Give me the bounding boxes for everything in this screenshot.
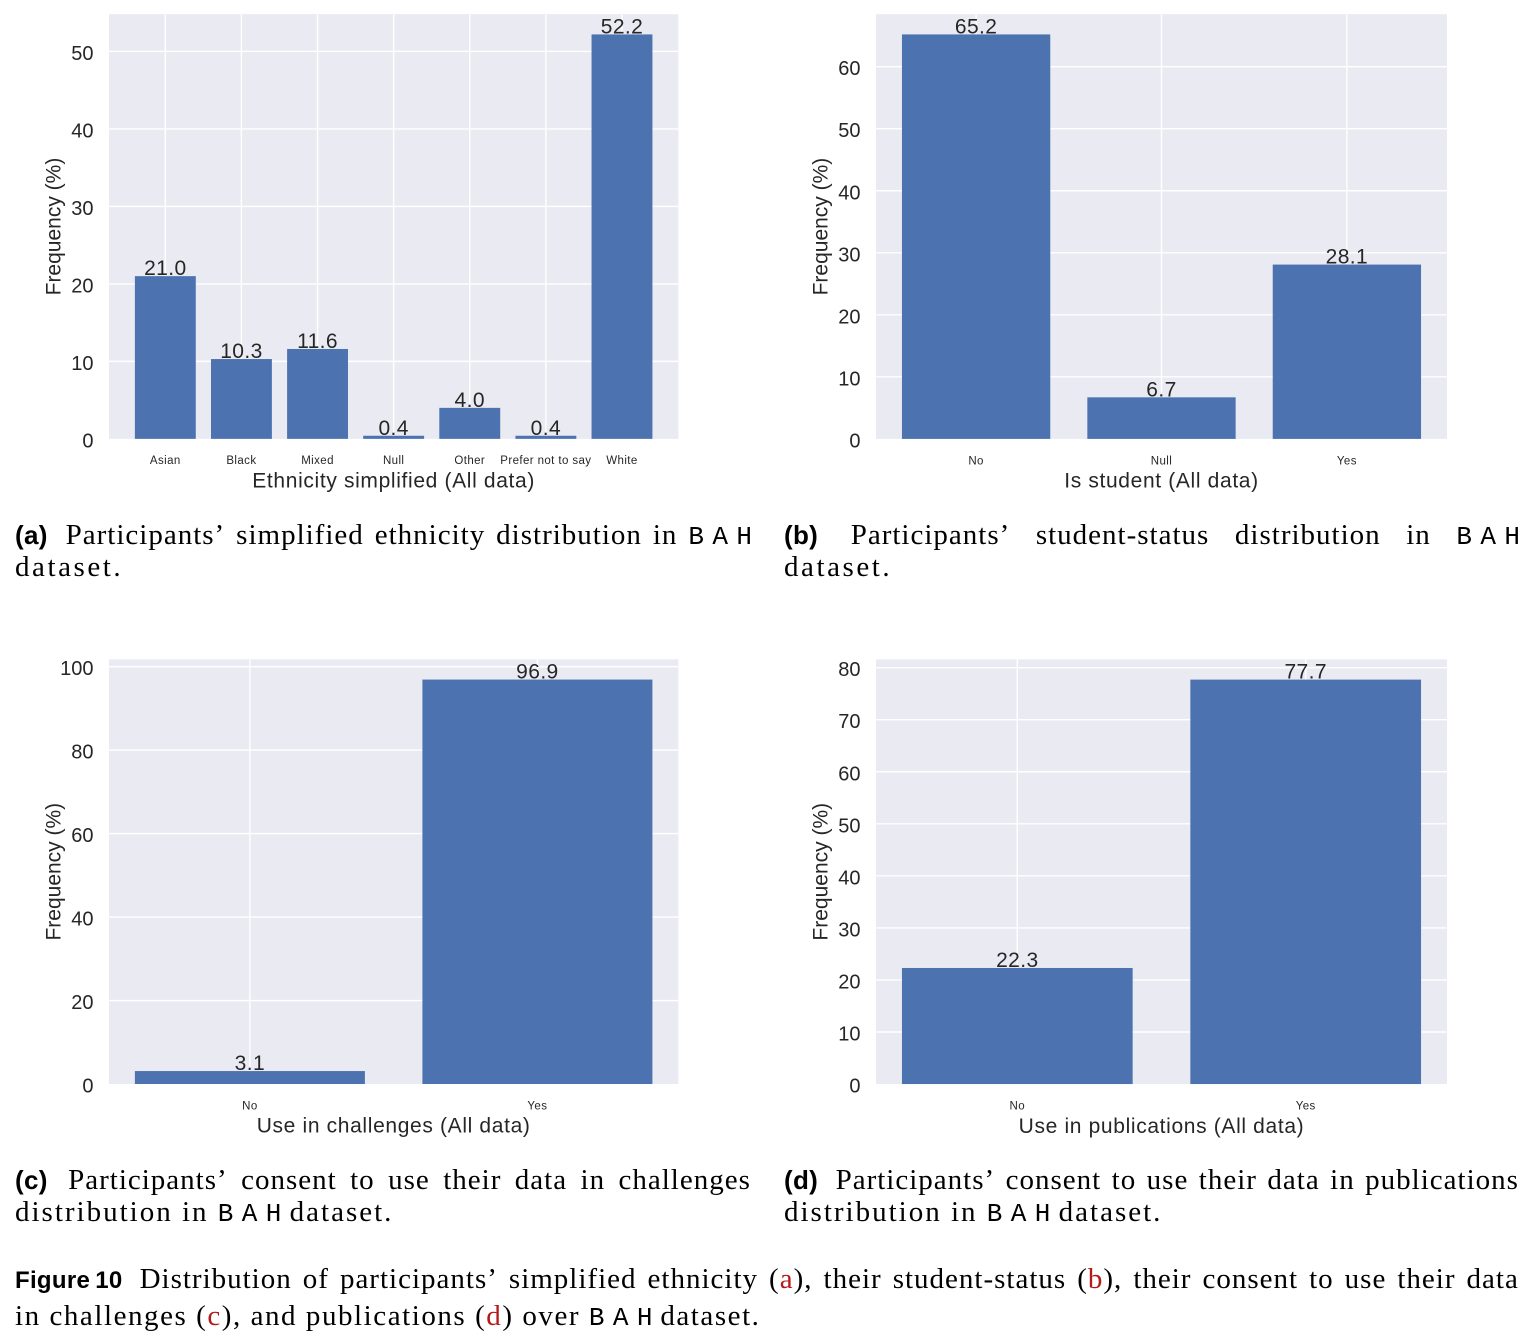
svg-text:60: 60 xyxy=(838,58,860,80)
svg-text:100: 100 xyxy=(60,658,93,680)
svg-text:10.3: 10.3 xyxy=(220,340,262,363)
svg-text:Other: Other xyxy=(454,455,485,467)
svg-text:Frequency (%): Frequency (%) xyxy=(810,803,833,941)
svg-text:40: 40 xyxy=(71,120,93,142)
svg-text:40: 40 xyxy=(71,909,93,931)
svg-text:Use in challenges (All data): Use in challenges (All data) xyxy=(257,1115,531,1138)
svg-text:3.1: 3.1 xyxy=(235,1052,265,1075)
svg-text:0: 0 xyxy=(82,430,93,452)
svg-text:No: No xyxy=(1010,1100,1026,1112)
svg-text:Mixed: Mixed xyxy=(301,455,334,467)
svg-text:Black: Black xyxy=(226,455,256,467)
svg-text:77.7: 77.7 xyxy=(1284,661,1326,684)
svg-text:21.0: 21.0 xyxy=(144,257,186,280)
svg-text:0.4: 0.4 xyxy=(378,417,408,440)
svg-text:Is student (All data): Is student (All data) xyxy=(1064,470,1259,493)
svg-text:20: 20 xyxy=(838,306,860,328)
svg-text:Frequency (%): Frequency (%) xyxy=(810,158,833,296)
svg-text:6.7: 6.7 xyxy=(1146,378,1176,401)
svg-text:Yes: Yes xyxy=(1337,455,1357,467)
svg-text:30: 30 xyxy=(838,919,860,941)
svg-text:Frequency (%): Frequency (%) xyxy=(43,803,66,941)
svg-text:28.1: 28.1 xyxy=(1326,246,1368,269)
svg-text:20: 20 xyxy=(71,992,93,1014)
svg-text:52.2: 52.2 xyxy=(601,15,643,38)
svg-text:No: No xyxy=(968,455,984,467)
svg-text:10: 10 xyxy=(71,353,93,375)
svg-text:30: 30 xyxy=(71,198,93,220)
svg-text:20: 20 xyxy=(838,971,860,993)
svg-text:96.9: 96.9 xyxy=(516,661,558,684)
svg-text:Frequency (%): Frequency (%) xyxy=(43,158,66,296)
svg-text:Yes: Yes xyxy=(527,1100,547,1112)
svg-text:White: White xyxy=(606,455,637,467)
svg-text:22.3: 22.3 xyxy=(996,949,1038,972)
svg-text:40: 40 xyxy=(838,182,860,204)
svg-text:No: No xyxy=(242,1100,258,1112)
svg-text:50: 50 xyxy=(838,815,860,837)
svg-text:10: 10 xyxy=(838,1024,860,1046)
svg-text:50: 50 xyxy=(838,120,860,142)
svg-text:10: 10 xyxy=(838,368,860,390)
svg-text:0: 0 xyxy=(849,1076,860,1098)
svg-text:30: 30 xyxy=(838,244,860,266)
svg-text:80: 80 xyxy=(71,742,93,764)
svg-text:65.2: 65.2 xyxy=(955,15,997,38)
svg-text:40: 40 xyxy=(838,867,860,889)
svg-text:80: 80 xyxy=(838,659,860,681)
svg-text:50: 50 xyxy=(71,43,93,65)
svg-text:0: 0 xyxy=(82,1076,93,1098)
svg-text:11.6: 11.6 xyxy=(297,330,338,353)
svg-text:Prefer not to say: Prefer not to say xyxy=(500,455,591,467)
svg-text:0.4: 0.4 xyxy=(531,417,561,440)
svg-text:60: 60 xyxy=(838,763,860,785)
svg-text:20: 20 xyxy=(71,275,93,297)
svg-text:4.0: 4.0 xyxy=(455,389,485,412)
svg-text:Null: Null xyxy=(383,455,404,467)
svg-text:Ethnicity simplified (All data: Ethnicity simplified (All data) xyxy=(252,470,535,493)
svg-text:Yes: Yes xyxy=(1296,1100,1316,1112)
svg-text:Use in publications (All data): Use in publications (All data) xyxy=(1019,1115,1305,1138)
svg-text:0: 0 xyxy=(849,430,860,452)
svg-text:Asian: Asian xyxy=(150,455,181,467)
svg-text:Null: Null xyxy=(1151,455,1172,467)
svg-text:70: 70 xyxy=(838,711,860,733)
svg-text:60: 60 xyxy=(71,825,93,847)
